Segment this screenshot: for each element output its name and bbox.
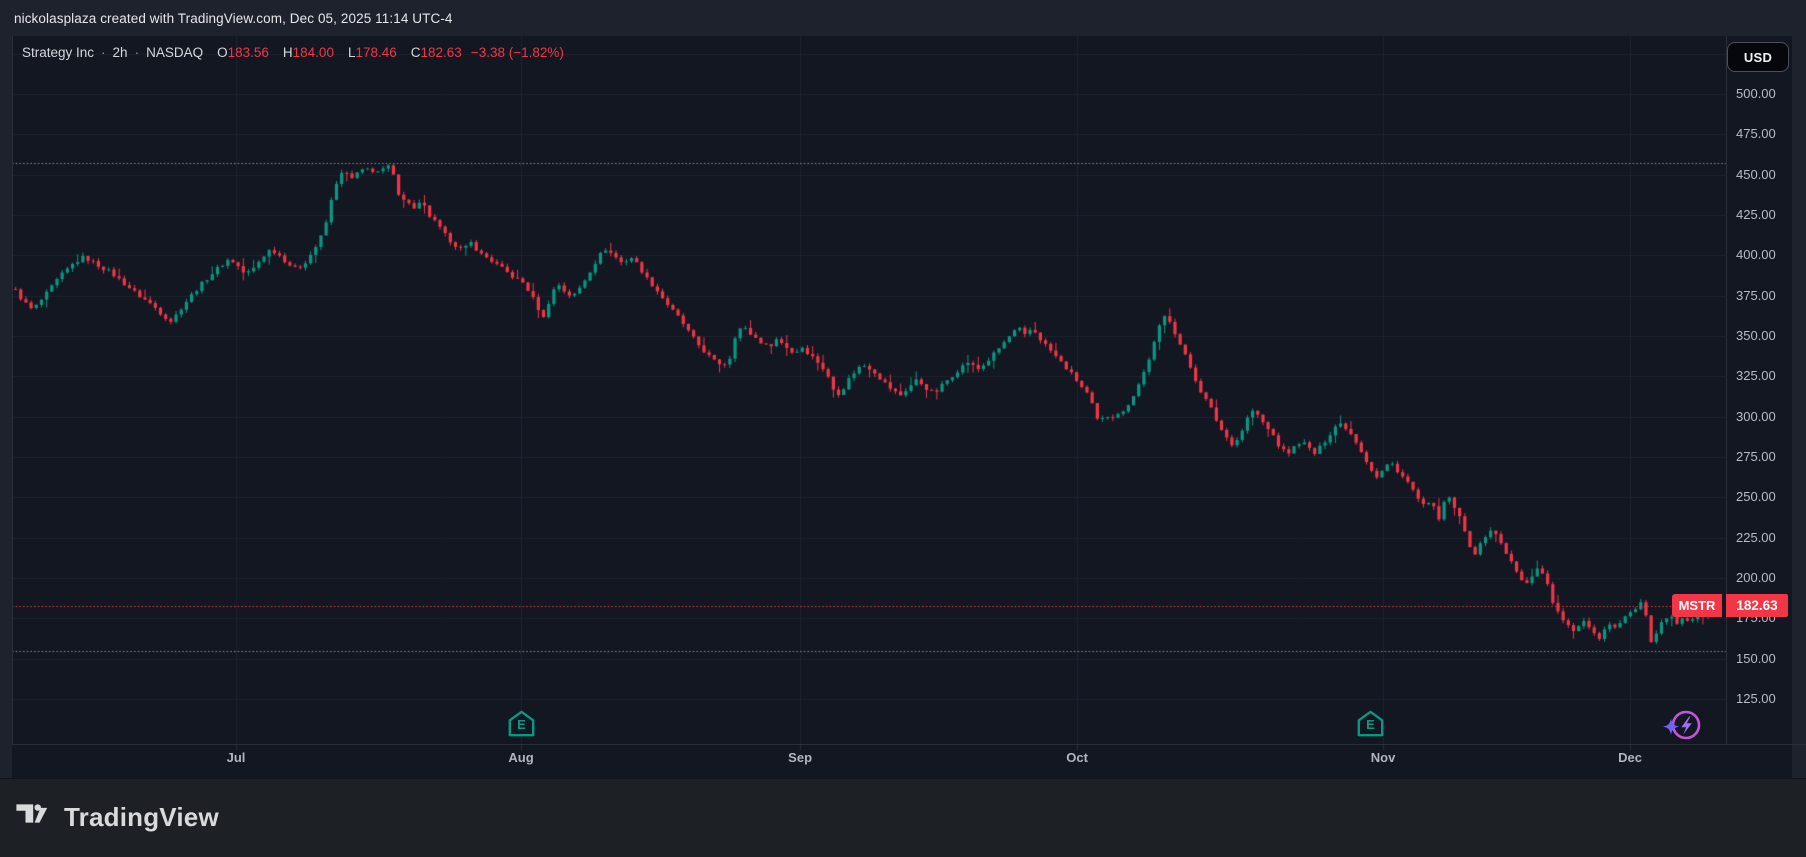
lightning-bolt <box>1681 716 1692 735</box>
high-label: H <box>282 45 293 60</box>
earnings-icon[interactable]: E <box>1357 710 1384 737</box>
time-axis-month: Aug <box>508 750 534 765</box>
currency-button[interactable]: USD <box>1727 42 1789 72</box>
tradingview-logo[interactable] <box>16 803 49 824</box>
time-axis-month: Sep <box>788 750 813 765</box>
price-label-ticker: MSTR <box>1672 594 1722 617</box>
close-value: 182.63 <box>420 45 462 60</box>
legend-separator: · <box>101 45 106 60</box>
price-axis-tick: 500.00 <box>1736 86 1776 101</box>
tradingview-wordmark[interactable]: TradingView <box>64 802 219 832</box>
price-axis-tick: 300.00 <box>1736 408 1776 424</box>
open-label: O <box>217 45 228 60</box>
symbol-legend: Strategy Inc · 2h · NASDAQ O183.56 H184.00 L178… <box>22 45 564 60</box>
open-value: 183.56 <box>227 45 269 60</box>
earnings-letter: E <box>517 717 526 732</box>
attribution-bar: nickolasplaza created with TradingView.c… <box>0 0 1806 36</box>
price-axis-tick: 450.00 <box>1736 166 1776 182</box>
flash-icon[interactable] <box>1662 706 1703 744</box>
exchange-label: NASDAQ <box>146 45 204 60</box>
price-axis-tick: 150.00 <box>1736 650 1776 666</box>
time-axis-month: Oct <box>1066 750 1088 765</box>
footer-bar: TradingView <box>0 778 1806 857</box>
price-label: MSTR 182.63 <box>1672 594 1788 617</box>
price-axis-tick: 475.00 <box>1736 126 1776 142</box>
time-axis-month: Dec <box>1618 750 1642 765</box>
left-margin <box>0 36 12 778</box>
price-axis-tick: 350.00 <box>1736 327 1776 343</box>
price-label-divider <box>1722 594 1726 617</box>
interval-label: 2h <box>112 45 128 60</box>
price-axis-tick: 275.00 <box>1736 448 1776 464</box>
time-axis-month: Nov <box>1370 750 1396 765</box>
low-value: 178.46 <box>355 45 397 60</box>
price-label-value: 182.63 <box>1726 594 1788 617</box>
price-axis-border <box>1726 36 1727 744</box>
time-axis-border <box>12 744 1806 745</box>
time-axis-month: Jul <box>226 750 246 765</box>
high-value: 184.00 <box>292 45 334 60</box>
price-axis-tick: 425.00 <box>1736 206 1776 222</box>
price-axis-tick: 200.00 <box>1736 569 1776 585</box>
right-margin <box>1792 36 1806 778</box>
sparkle-star <box>1662 718 1679 735</box>
close-label: C <box>410 45 421 60</box>
attribution-text: nickolasplaza created with TradingView.c… <box>14 11 453 26</box>
earnings-letter: E <box>1367 717 1376 732</box>
earnings-icon[interactable]: E <box>508 710 535 737</box>
price-axis-tick: 225.00 <box>1736 529 1776 545</box>
symbol-name: Strategy Inc <box>22 45 95 60</box>
candlestick-canvas <box>0 36 1806 778</box>
pane-left-border <box>12 36 13 744</box>
legend-separator-2: · <box>134 45 140 60</box>
low-label: L <box>347 45 356 60</box>
chart-area: Strategy Inc · 2h · NASDAQ O183.56 H184.00 L178… <box>0 36 1806 778</box>
price-axis-tick: 250.00 <box>1736 489 1776 505</box>
price-axis-tick: 375.00 <box>1736 287 1776 303</box>
price-axis-tick: 325.00 <box>1736 368 1776 384</box>
change-value: −3.38 (−1.82%) <box>470 45 564 60</box>
price-axis-tick: 400.00 <box>1736 247 1776 263</box>
price-axis-tick: 125.00 <box>1736 690 1776 706</box>
